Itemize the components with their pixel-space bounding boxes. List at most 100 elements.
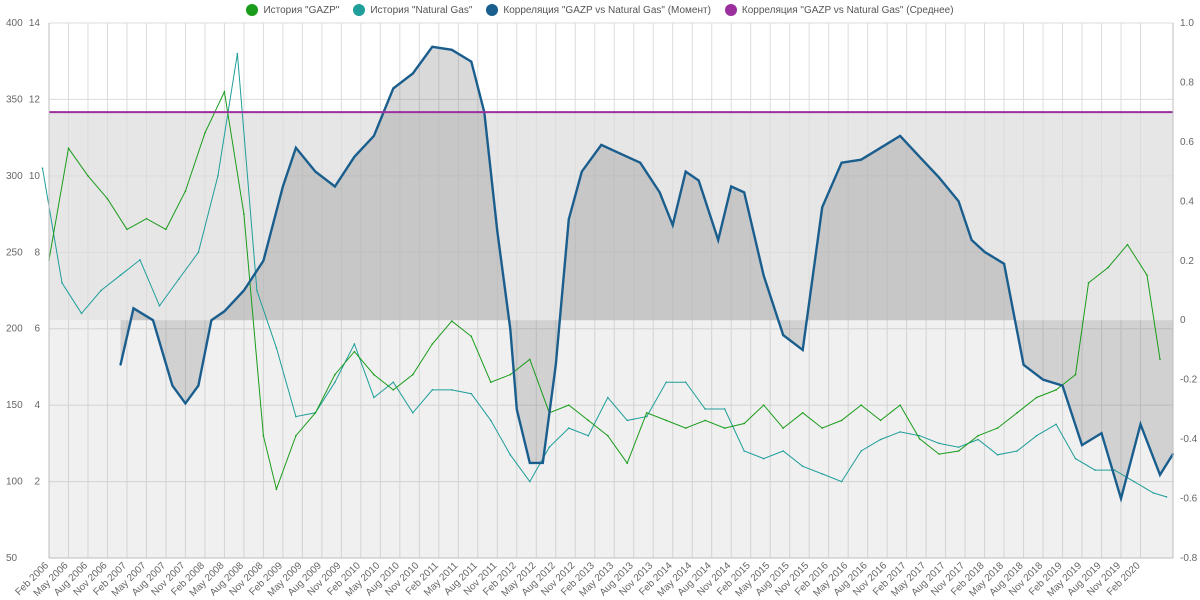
data-point-corr-moment bbox=[184, 402, 187, 405]
data-point-natural-gas bbox=[334, 381, 336, 384]
chart-legend: История "GAZP" История "Natural Gas" Кор… bbox=[0, 4, 1200, 16]
data-point-natural-gas bbox=[606, 396, 609, 399]
legend-label-gazp: История "GAZP" bbox=[263, 4, 340, 16]
legend-item-corr-average[interactable]: Корреляция "GAZP vs Natural Gas" (Средне… bbox=[724, 4, 954, 16]
data-point-natural-gas bbox=[996, 454, 999, 456]
data-point-gazp bbox=[704, 419, 707, 422]
data-point-natural-gas bbox=[977, 438, 979, 441]
data-point-gazp bbox=[1055, 389, 1057, 391]
data-point-corr-moment bbox=[1022, 363, 1025, 366]
data-point-corr-moment bbox=[671, 224, 674, 227]
data-point-natural-gas bbox=[899, 431, 901, 433]
data-point-natural-gas bbox=[178, 278, 180, 280]
data-point-gazp bbox=[1107, 266, 1109, 269]
data-point-natural-gas bbox=[61, 282, 63, 284]
data-point-gazp bbox=[782, 427, 784, 429]
data-point-gazp bbox=[840, 419, 843, 422]
data-point-corr-moment bbox=[762, 274, 765, 277]
data-point-corr-moment bbox=[242, 289, 245, 292]
data-point-natural-gas bbox=[918, 434, 921, 437]
data-point-natural-gas bbox=[684, 381, 687, 384]
data-point-natural-gas bbox=[626, 419, 629, 422]
legend-item-corr-moment[interactable]: Корреляция "GAZP vs Natural Gas" (Момент… bbox=[486, 4, 711, 16]
data-point-gazp bbox=[106, 197, 109, 200]
data-point-gazp bbox=[996, 427, 999, 429]
data-point-corr-moment bbox=[717, 238, 720, 241]
data-point-corr-moment bbox=[983, 250, 986, 253]
data-point-gazp bbox=[334, 373, 336, 376]
data-point-corr-moment bbox=[554, 363, 557, 366]
data-point-gazp bbox=[490, 381, 492, 384]
data-point-natural-gas bbox=[119, 274, 122, 277]
data-point-natural-gas bbox=[158, 304, 161, 307]
data-point-corr-moment bbox=[1120, 497, 1123, 500]
data-point-natural-gas bbox=[373, 396, 375, 399]
data-point-corr-moment bbox=[223, 310, 226, 313]
data-point-corr-moment bbox=[1139, 423, 1142, 426]
data-point-natural-gas bbox=[1055, 423, 1057, 426]
legend-label-natural-gas: История "Natural Gas" bbox=[370, 4, 473, 16]
tick-label-corr: -0.8 bbox=[1180, 553, 1198, 564]
tick-label-gazp: 150 bbox=[6, 400, 23, 411]
data-point-natural-gas bbox=[451, 389, 453, 391]
legend-swatch-corr-moment bbox=[486, 4, 499, 16]
data-point-corr-moment bbox=[372, 134, 375, 137]
data-point-corr-moment bbox=[353, 155, 356, 158]
data-point-natural-gas bbox=[957, 446, 960, 448]
data-point-corr-moment bbox=[639, 161, 642, 164]
data-point-gazp bbox=[1074, 373, 1077, 376]
data-point-gazp bbox=[899, 404, 901, 406]
data-point-gazp bbox=[184, 190, 187, 192]
data-point-gazp bbox=[957, 450, 960, 452]
data-point-natural-gas bbox=[782, 450, 784, 452]
data-point-natural-gas bbox=[938, 442, 940, 445]
data-point-gazp bbox=[204, 132, 206, 134]
data-point-natural-gas bbox=[392, 381, 395, 384]
data-point-natural-gas bbox=[412, 411, 414, 414]
data-point-natural-gas bbox=[528, 480, 531, 483]
data-point-gazp bbox=[1035, 396, 1038, 399]
data-point-gazp bbox=[1016, 411, 1018, 414]
data-point-gazp bbox=[126, 228, 128, 231]
data-point-gazp bbox=[879, 419, 882, 422]
data-point-gazp bbox=[145, 217, 148, 220]
tick-label-gazp: 300 bbox=[6, 171, 23, 182]
data-point-natural-gas bbox=[217, 175, 219, 177]
tick-label-gazp: 400 bbox=[6, 18, 23, 29]
data-point-natural-gas bbox=[1113, 469, 1116, 471]
data-point-gazp bbox=[295, 434, 297, 437]
data-point-corr-moment bbox=[743, 191, 746, 194]
data-point-natural-gas bbox=[197, 251, 200, 254]
data-point-natural-gas bbox=[665, 381, 668, 384]
data-point-corr-moment bbox=[918, 155, 921, 158]
data-point-corr-moment bbox=[1042, 378, 1045, 381]
data-point-natural-gas bbox=[275, 347, 278, 349]
data-point-natural-gas bbox=[840, 480, 843, 483]
legend-label-corr-moment: Корреляция "GAZP vs Natural Gas" (Момент… bbox=[503, 4, 711, 16]
data-point-gazp bbox=[821, 427, 823, 429]
data-point-corr-moment bbox=[262, 259, 265, 262]
tick-label-gazp: 50 bbox=[6, 553, 18, 564]
data-point-corr-moment bbox=[151, 319, 154, 322]
data-point-corr-moment bbox=[580, 170, 583, 173]
tick-label-corr: -0.4 bbox=[1180, 434, 1198, 445]
data-point-gazp bbox=[684, 427, 687, 429]
legend-item-natural-gas[interactable]: История "Natural Gas" bbox=[353, 4, 472, 16]
data-point-natural-gas bbox=[470, 392, 473, 395]
data-point-natural-gas bbox=[723, 408, 726, 410]
tick-label-corr: -0.2 bbox=[1180, 375, 1198, 386]
legend-item-gazp[interactable]: История "GAZP" bbox=[246, 4, 339, 16]
legend-swatch-corr-average bbox=[724, 4, 737, 16]
data-point-natural-gas bbox=[80, 312, 83, 315]
data-point-corr-moment bbox=[509, 328, 512, 331]
data-point-corr-moment bbox=[821, 206, 824, 209]
data-point-gazp bbox=[762, 404, 765, 406]
tick-label-gas: 4 bbox=[34, 400, 40, 411]
data-point-gazp bbox=[743, 422, 745, 425]
data-point-gazp bbox=[567, 404, 570, 406]
data-point-natural-gas bbox=[431, 389, 434, 391]
tick-label-gas: 8 bbox=[34, 247, 40, 258]
data-point-gazp bbox=[470, 335, 473, 338]
tick-label-corr: 0.8 bbox=[1180, 77, 1194, 88]
